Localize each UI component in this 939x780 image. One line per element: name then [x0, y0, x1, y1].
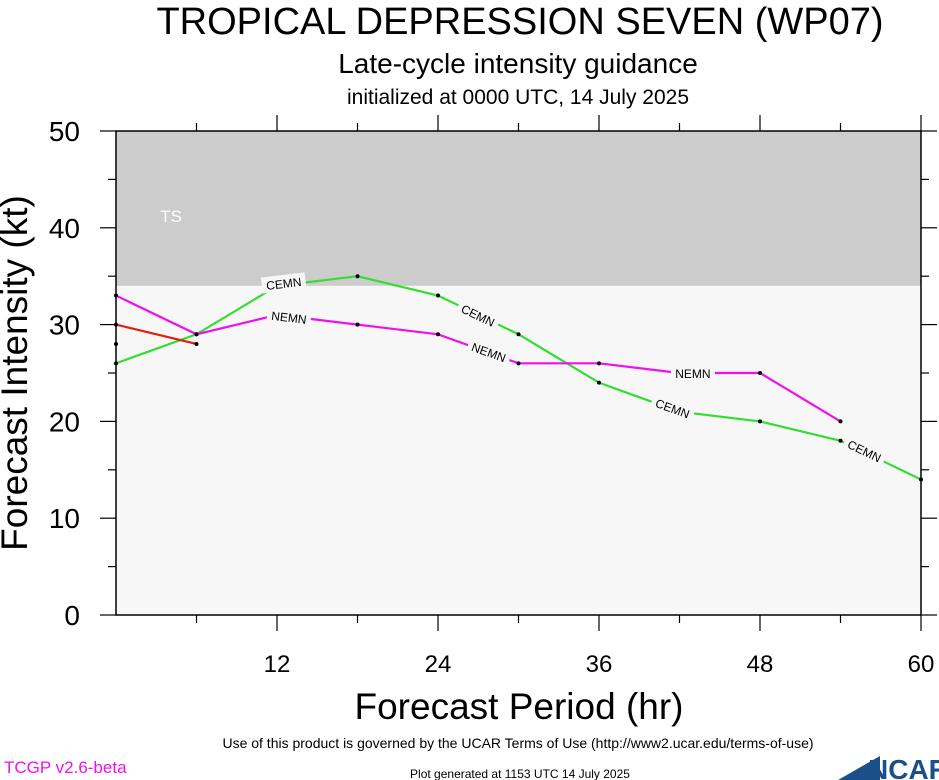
x-tick-label: 12 — [264, 651, 291, 678]
ncar-logo-mark — [838, 756, 880, 780]
series-label-bg — [454, 298, 502, 332]
x-tick-label: 24 — [425, 651, 452, 678]
data-point — [597, 361, 601, 366]
observed-point — [114, 341, 118, 346]
data-point — [919, 477, 923, 482]
series-label-bg — [465, 336, 513, 367]
series-label-bg — [260, 272, 307, 294]
series-label: CEMN — [265, 275, 302, 293]
data-point — [516, 332, 521, 337]
data-point — [194, 332, 199, 337]
data-point — [436, 293, 440, 298]
data-point — [758, 371, 762, 375]
series-label-bg — [670, 365, 715, 381]
y-axis-label: Forecast Intensity (kt) — [0, 195, 35, 551]
plot-generated: Plot generated at 1153 UTC 14 July 2025 — [410, 767, 630, 780]
series-label-bg — [649, 392, 697, 423]
series-line-series-2 — [115, 323, 197, 346]
ncar-logo: NCAR — [838, 754, 939, 780]
y-tick-label: 50 — [49, 116, 80, 147]
chart-init-time: initialized at 0000 UTC, 14 July 2025 — [347, 86, 689, 109]
data-point — [758, 419, 762, 424]
series-label: NEMN — [675, 367, 710, 381]
data-point — [597, 380, 601, 385]
x-tick-label: 60 — [908, 651, 935, 678]
y-tick-label: 20 — [49, 406, 80, 437]
y-tick-label: 0 — [64, 600, 80, 631]
data-point — [436, 332, 440, 337]
data-point — [838, 419, 843, 424]
data-point — [355, 322, 360, 327]
intensity-band-ts — [116, 131, 921, 286]
y-tick-label: 40 — [49, 213, 80, 244]
data-point — [114, 361, 118, 366]
data-point — [355, 274, 360, 279]
version-label: TCGP v2.6-beta — [4, 758, 127, 777]
x-tick-label: 48 — [747, 651, 774, 678]
band-label: TS — [160, 207, 182, 226]
chart-title: TROPICAL DEPRESSION SEVEN (WP07) — [156, 1, 883, 43]
terms-of-use: Use of this product is governed by the U… — [222, 735, 813, 751]
data-point — [114, 293, 118, 298]
y-tick-label: 30 — [49, 310, 80, 341]
series-label-bg — [266, 306, 312, 328]
data-point — [838, 438, 843, 443]
chart-subtitle: Late-cycle intensity guidance — [338, 48, 698, 79]
intensity-band-td — [116, 285, 921, 615]
x-tick-label: 36 — [586, 651, 613, 678]
ncar-logo-text: NCAR — [868, 754, 939, 780]
y-tick-label: 10 — [49, 503, 80, 534]
series-label-bg — [841, 433, 888, 468]
data-point — [114, 322, 118, 327]
data-point — [516, 361, 521, 366]
series-label: NEMN — [271, 309, 308, 327]
x-axis-label: Forecast Period (hr) — [355, 686, 684, 727]
data-point — [194, 341, 199, 346]
